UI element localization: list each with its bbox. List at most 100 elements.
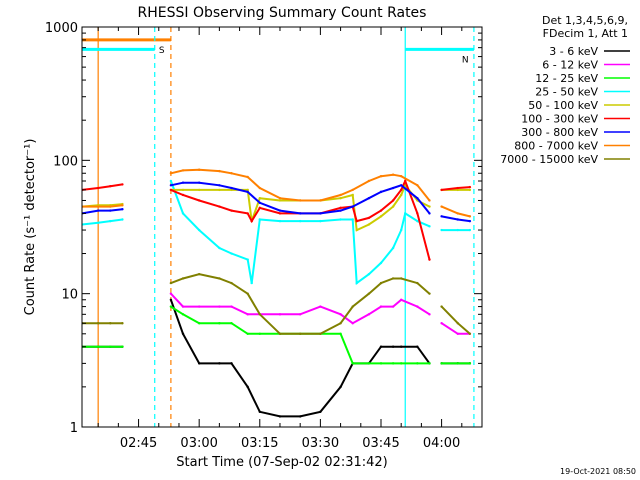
data-point: [440, 188, 443, 192]
data-point: [355, 228, 358, 232]
data-point: [339, 196, 342, 200]
data-point: [416, 305, 419, 308]
data-point: [109, 345, 112, 348]
data-point: [121, 204, 124, 207]
data-point: [109, 209, 112, 212]
data-point: [319, 305, 322, 308]
data-point: [121, 345, 124, 348]
data-point: [391, 345, 395, 348]
data-point: [379, 345, 383, 348]
data-point: [399, 193, 403, 197]
series-line: [440, 305, 471, 335]
data-point: [379, 175, 383, 178]
data-point: [468, 185, 472, 189]
data-point: [96, 205, 100, 208]
data-point: [319, 212, 322, 215]
data-point: [391, 173, 395, 176]
data-point: [96, 221, 100, 225]
data-point: [428, 258, 431, 261]
data-point: [169, 184, 173, 187]
legend-label: 100 - 300 keV: [521, 113, 598, 126]
data-point: [298, 212, 302, 215]
data-point: [121, 322, 124, 325]
data-point: [197, 272, 201, 276]
legend-label: 25 - 50 keV: [535, 86, 598, 99]
data-point: [121, 183, 124, 186]
data-point: [169, 179, 173, 183]
data-point: [319, 332, 322, 336]
data-point: [456, 228, 459, 232]
data-point: [416, 196, 419, 200]
data-point: [258, 313, 261, 316]
data-point: [278, 199, 282, 202]
data-point: [416, 212, 419, 215]
data-point: [246, 385, 249, 389]
data-point: [404, 212, 407, 215]
x-tick-label: 03:30: [302, 436, 339, 451]
data-point: [404, 179, 407, 183]
data-point: [278, 332, 282, 336]
data-point: [391, 199, 395, 202]
series-line: [170, 183, 430, 232]
data-point: [428, 212, 431, 215]
data-point: [197, 181, 201, 184]
series-line: [82, 208, 123, 215]
data-point: [468, 362, 472, 365]
data-point: [391, 362, 395, 365]
data-point: [230, 281, 233, 285]
data-point: [379, 215, 383, 218]
data-point: [456, 332, 459, 336]
data-point: [258, 218, 261, 221]
data-point: [351, 305, 354, 308]
data-point: [379, 305, 383, 308]
data-point: [181, 193, 185, 197]
data-point: [298, 415, 302, 418]
data-point: [367, 362, 371, 365]
data-point: [399, 277, 403, 280]
data-point: [339, 209, 342, 212]
y-axis: 1 10 100 1000: [45, 21, 482, 436]
series-line: [82, 183, 123, 191]
data-point: [428, 292, 431, 295]
series-line: [441, 322, 470, 335]
data-point: [298, 332, 302, 336]
data-point: [391, 277, 395, 280]
data-point: [230, 362, 233, 365]
data-point: [278, 219, 282, 223]
chart-title: RHESSI Observing Summary Count Rates: [138, 5, 427, 21]
data-point: [181, 181, 185, 184]
data-point: [399, 228, 403, 232]
data-point: [428, 313, 431, 316]
data-point: [416, 345, 419, 348]
data-point: [339, 206, 342, 210]
data-point: [298, 199, 302, 202]
legend-label: 6 - 12 keV: [542, 59, 598, 72]
data-point: [258, 196, 261, 200]
data-point: [468, 215, 472, 218]
data-point: [109, 322, 112, 325]
series-line: [82, 218, 123, 226]
data-point: [218, 169, 221, 173]
data-point: [367, 292, 371, 295]
data-point: [258, 201, 261, 205]
data-point: [197, 305, 201, 308]
data-point: [428, 199, 431, 202]
data-point: [197, 228, 201, 232]
data-point: [339, 313, 342, 316]
data-point: [96, 209, 100, 212]
data-point: [197, 199, 201, 202]
data-point: [109, 205, 112, 208]
x-tick-label: 04:00: [423, 436, 460, 451]
data-point: [468, 219, 472, 223]
data-point: [416, 362, 419, 365]
series-line: [82, 204, 123, 208]
data-point: [278, 209, 282, 212]
data-point: [246, 332, 249, 336]
data-point: [230, 188, 233, 192]
data-point: [258, 410, 261, 414]
data-point: [399, 298, 403, 301]
data-point: [379, 209, 383, 212]
x-tick-label: 03:15: [241, 436, 278, 451]
x-axis-label: Start Time (07-Sep-02 02:31:42): [176, 455, 387, 470]
